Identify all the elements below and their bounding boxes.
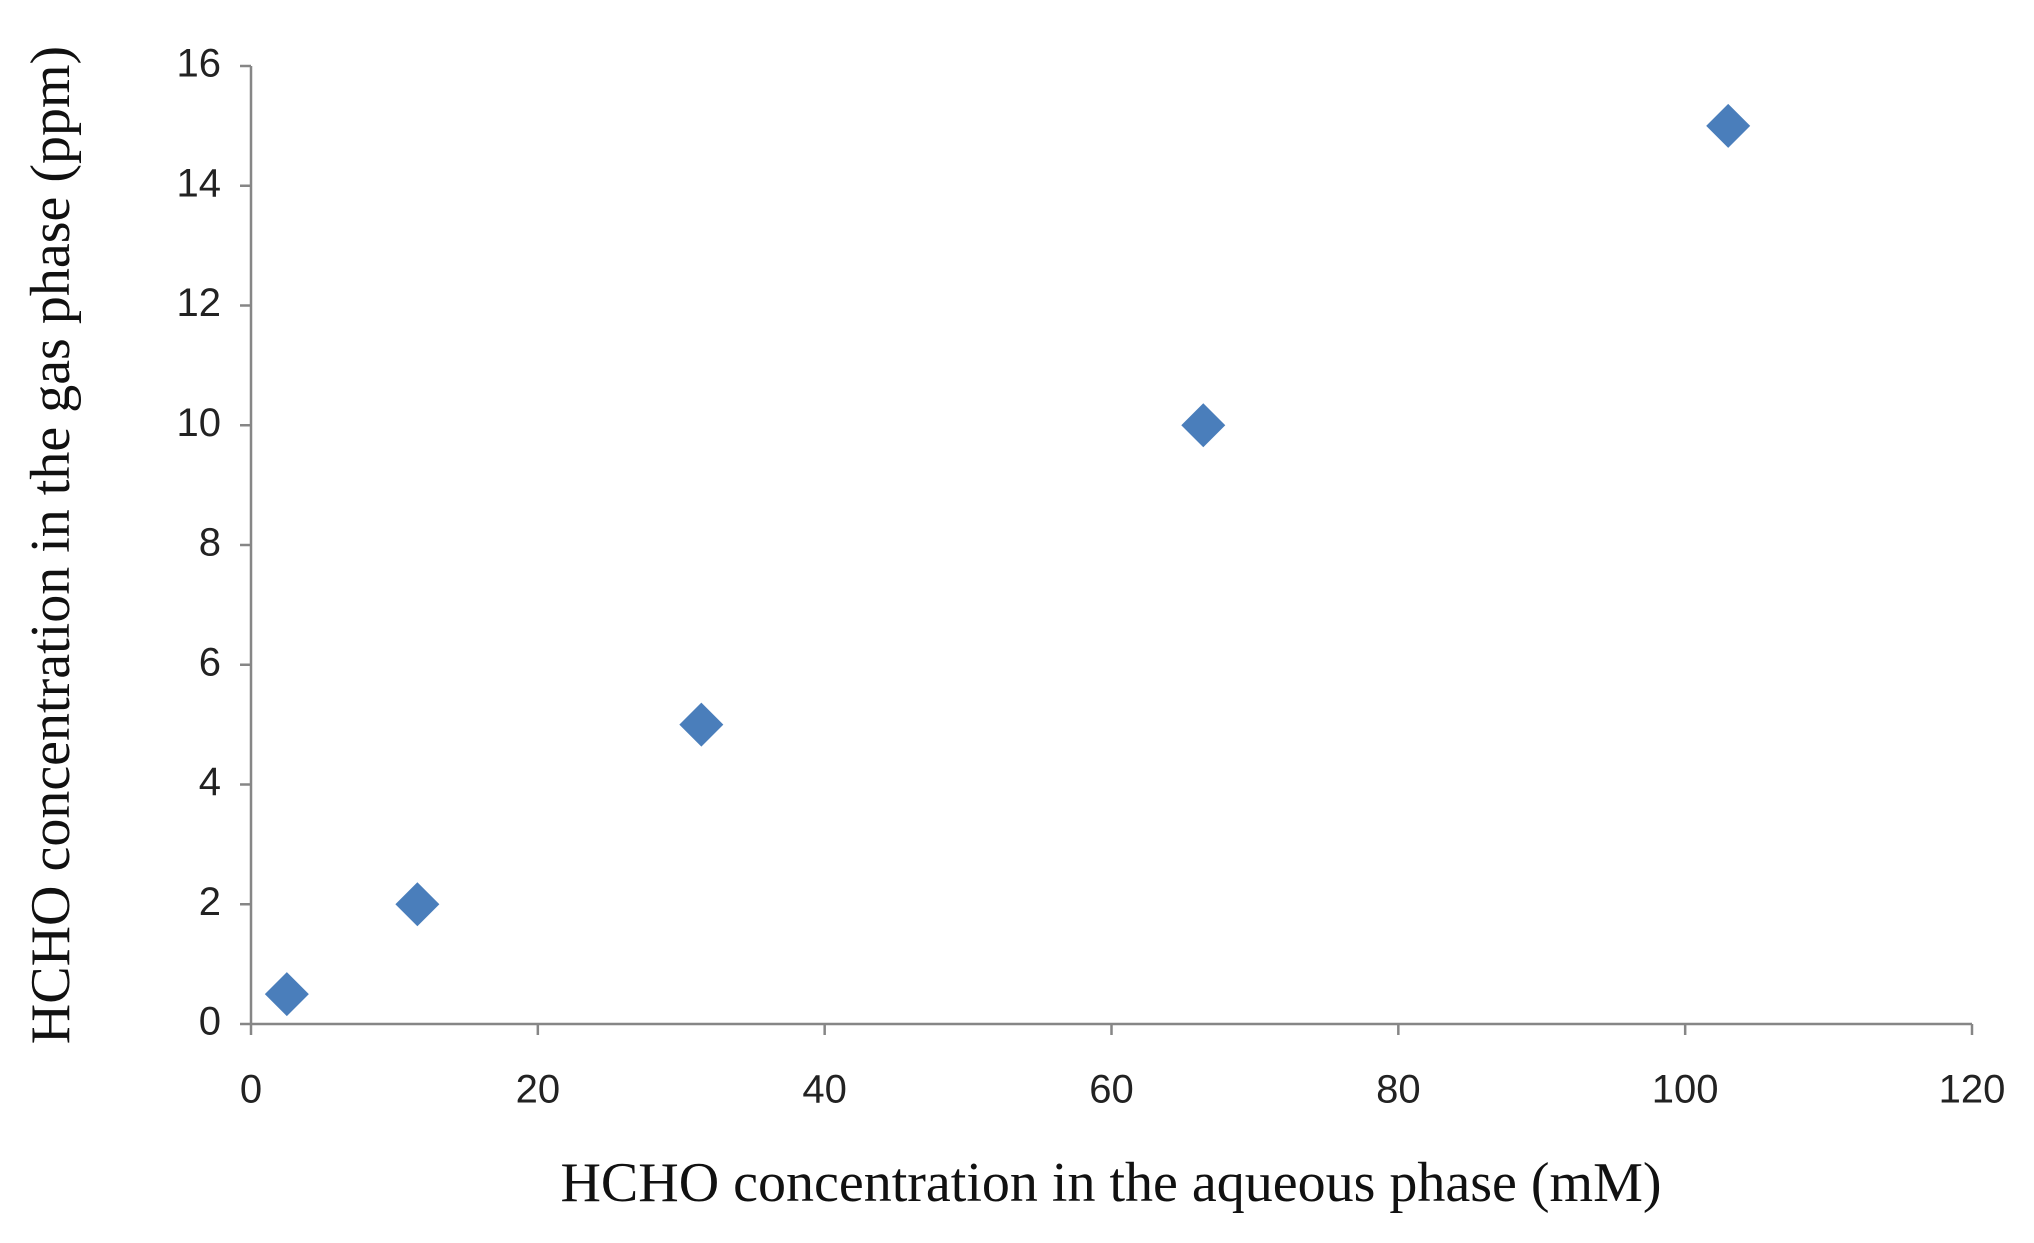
data-point [1706,103,1751,148]
y-tick-label: 0 [199,1000,221,1044]
x-tick-label: 100 [1652,1068,1719,1112]
x-tick-label: 40 [802,1068,847,1112]
data-point [679,702,724,747]
x-tick-label: 120 [1939,1068,2006,1112]
y-tick-label: 16 [177,42,222,86]
y-tick-label: 4 [199,760,221,804]
data-point [395,882,440,927]
y-tick-label: 2 [199,880,221,924]
x-tick-label: 0 [240,1068,262,1112]
x-axis-title: HCHO concentration in the aqueous phase … [560,1152,1661,1214]
y-tick-label: 10 [177,401,222,445]
y-axis-title: HCHO concentration in the gas phase (ppm… [20,46,82,1044]
x-tick-label: 20 [516,1068,561,1112]
x-tick-label: 60 [1089,1068,1134,1112]
y-tick-label: 14 [177,161,222,205]
y-tick-label: 6 [199,640,221,684]
y-tick-label: 12 [177,281,222,325]
x-tick-label: 80 [1376,1068,1421,1112]
data-point [1181,403,1226,448]
y-tick-label: 8 [199,521,221,565]
data-point [264,972,309,1017]
